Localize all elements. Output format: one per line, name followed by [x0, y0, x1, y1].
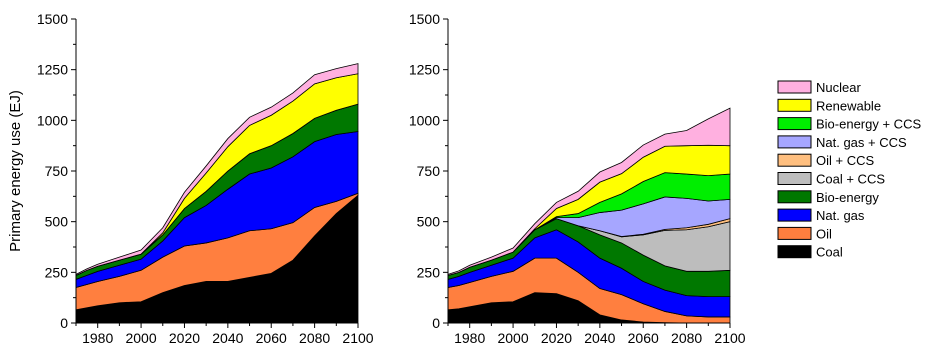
y-tick-label: 750	[45, 163, 69, 179]
x-tick-label: 2060	[628, 330, 659, 346]
y-tick-label: 250	[45, 264, 69, 280]
legend-label-coal-ccs: Coal + CCS	[816, 172, 885, 187]
y-tick-label: 1000	[37, 112, 68, 128]
legend-swatch-bio-energy-ccs	[777, 117, 812, 131]
y-tick-label: 500	[417, 214, 441, 230]
legend-swatch-nat-gas	[777, 208, 812, 222]
legend-label-bio-energy-ccs: Bio-energy + CCS	[816, 117, 921, 132]
y-tick-label: 1250	[37, 62, 68, 78]
legend-swatch-nat-gas-ccs	[777, 135, 812, 149]
legend-swatch-renewable	[777, 98, 812, 112]
legend-label-nat-gas: Nat. gas	[816, 208, 865, 223]
legend-swatch-oil-ccs	[777, 153, 812, 167]
x-tick-label: 2100	[342, 330, 373, 346]
legend-swatch-coal	[777, 245, 812, 259]
x-tick-label: 1980	[454, 330, 485, 346]
legend-swatch-bio-energy	[777, 190, 812, 204]
area-nuclear	[447, 107, 731, 276]
y-tick-label: 0	[60, 315, 68, 331]
y-axis-label: Primary energy use (EJ)	[7, 90, 24, 252]
x-tick-label: 2060	[256, 330, 287, 346]
y-tick-label: 500	[45, 214, 69, 230]
y-tick-label: 1500	[37, 11, 68, 27]
legend-label-oil-ccs: Oil + CCS	[816, 153, 874, 168]
y-tick-label: 1250	[409, 62, 440, 78]
area-nuclear	[75, 63, 359, 277]
x-tick-label: 2040	[212, 330, 243, 346]
x-tick-label: 2080	[671, 330, 702, 346]
x-tick-label: 1980	[82, 330, 113, 346]
legend-label-nat-gas-ccs: Nat. gas + CCS	[816, 135, 907, 150]
legend-label-nuclear: Nuclear	[816, 80, 861, 95]
y-tick-label: 1500	[409, 11, 440, 27]
chart-panel-left: 0 250 500 750 1000 1250 1500 1980 2000 2020 2040 20…	[7, 11, 374, 346]
x-tick-label: 2020	[541, 330, 572, 346]
legend-swatch-oil	[777, 226, 812, 240]
y-tick-label: 0	[432, 315, 440, 331]
y-tick-label: 750	[417, 163, 441, 179]
y-tick-label: 250	[417, 264, 441, 280]
legend-label-coal: Coal	[816, 245, 843, 260]
legend-label-oil: Oil	[816, 226, 832, 241]
legend-swatch-coal-ccs	[777, 172, 812, 185]
x-tick-label: 2020	[169, 330, 200, 346]
chart-panel-right: 0 250 500 750 1000 1250 1500 1980 2000 2020 2040 20…	[409, 11, 746, 346]
y-tick-label: 1000	[409, 112, 440, 128]
legend-label-renewable: Renewable	[816, 98, 881, 113]
legend-swatch-nuclear	[777, 80, 812, 94]
x-tick-label: 2080	[299, 330, 330, 346]
x-tick-label: 2000	[125, 330, 156, 346]
legend: Nuclear Renewable Bio-energy + CCS Nat. gas…	[777, 80, 921, 260]
x-tick-label: 2000	[497, 330, 528, 346]
legend-label-bio-energy: Bio-energy	[816, 190, 879, 205]
x-tick-label: 2040	[584, 330, 615, 346]
x-tick-label: 2100	[714, 330, 745, 346]
